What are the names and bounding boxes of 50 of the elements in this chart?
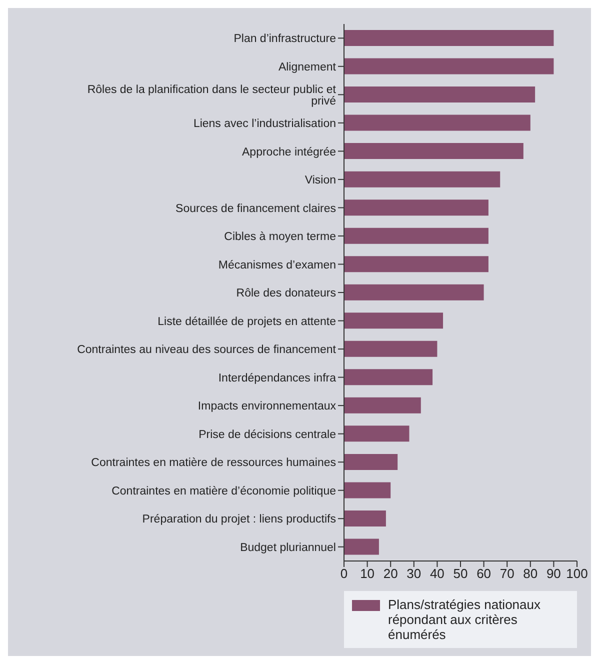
y-tick-label: Contraintes en matière d’économie politique (112, 485, 336, 498)
x-tick-label: 20 (383, 566, 398, 582)
bar (344, 256, 488, 272)
x-tick-label: 10 (360, 566, 375, 582)
x-tick-label: 0 (340, 566, 348, 582)
y-tick-label: Approche intégrée (242, 146, 336, 158)
y-tick-label: Plan d’infrastructure (234, 33, 336, 46)
bar (344, 397, 421, 414)
bar (344, 86, 536, 103)
bar (344, 143, 524, 160)
x-tick-label: 50 (453, 566, 468, 582)
x-tick-label: 80 (523, 566, 538, 582)
bar (344, 171, 500, 188)
y-tick-label: Impacts environnementaux (198, 400, 336, 413)
y-tick-label: Liens avec l’industrialisation (193, 118, 336, 130)
bar (344, 538, 379, 555)
y-tick-label: Liste détaillée de projets en attente (158, 316, 336, 328)
y-tick-label: Mécanismes d’examen (218, 259, 336, 272)
bar (344, 114, 530, 131)
x-tick-label: 30 (406, 566, 422, 582)
x-tick-label: 70 (500, 566, 514, 582)
bar (344, 30, 554, 46)
y-tick-label: Contraintes au niveau des sources de financement (77, 344, 337, 356)
x-tick-label: 100 (566, 566, 588, 582)
y-tick-label: Alignement (278, 61, 337, 74)
bar (344, 228, 488, 244)
bar (344, 284, 484, 300)
bar (344, 482, 391, 498)
y-tick-label: Rôle des donateurs (236, 288, 336, 300)
bar (344, 510, 386, 526)
bar (344, 454, 398, 470)
x-tick-label: 90 (546, 566, 561, 582)
bar (344, 340, 438, 357)
y-tick-label: Vision (304, 174, 336, 187)
legend-label: Plans/stratégies nationaux répondant aux critères énumérés (388, 597, 542, 642)
y-tick-label: Interdépendances infra (218, 372, 337, 384)
bar (344, 426, 410, 442)
x-tick-label: 60 (476, 566, 492, 582)
y-tick-label: Prise de décisions centrale (198, 428, 336, 441)
y-tick-label: Rôles de la planification dans le secteur public et privé (87, 84, 337, 108)
y-tick-label: Sources de financement claires (176, 202, 336, 215)
bar (344, 312, 444, 329)
y-tick-label: Budget pluriannuel (240, 542, 336, 554)
bar (344, 369, 433, 386)
y-tick-label: Contraintes en matière de ressources humaines (91, 457, 336, 470)
x-tick-label: 40 (430, 566, 444, 582)
bar (344, 58, 554, 74)
bar (344, 200, 488, 216)
y-tick-label: Cibles à moyen terme (224, 231, 336, 244)
y-tick-label: Préparation du projet : liens productifs (142, 514, 336, 526)
